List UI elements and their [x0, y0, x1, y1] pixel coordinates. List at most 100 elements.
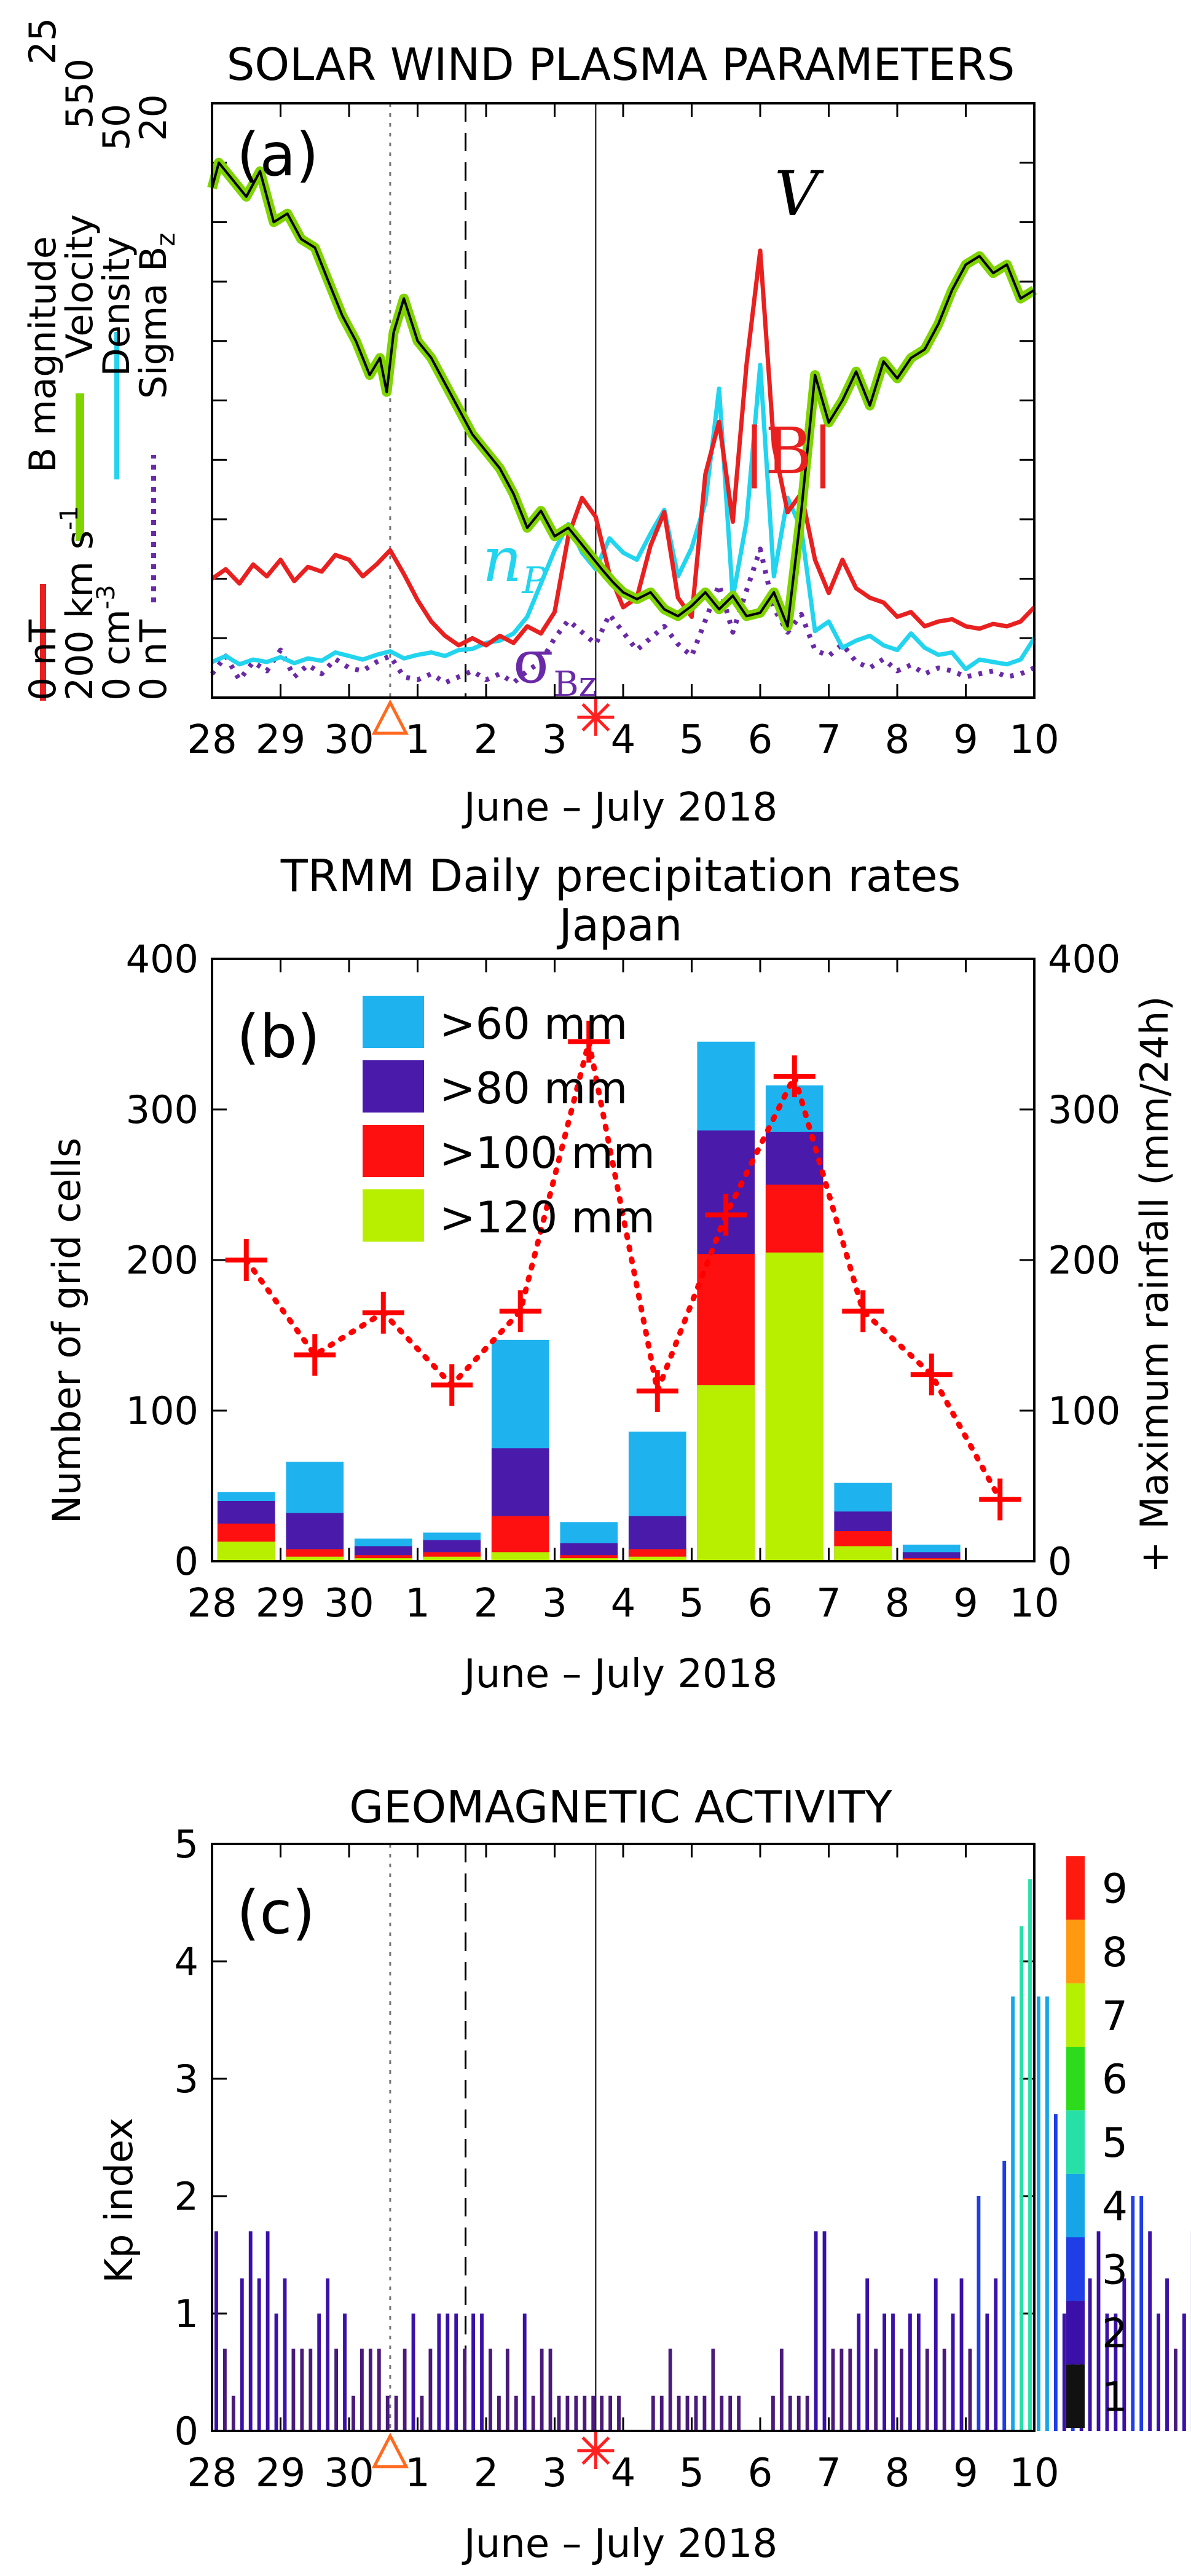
max-rainfall-point [910, 1353, 953, 1396]
panel-c-tick-label: 2 [474, 2451, 499, 2496]
panel-a-tick-label: 7 [816, 717, 841, 763]
series-line-velocity [211, 161, 1036, 628]
bar-gt120 [217, 1542, 275, 1561]
panel-b: TRMM Daily precipitation rates Japan Num… [44, 850, 1177, 1697]
panel-a-tick-label: 2 [474, 717, 499, 763]
star-marker-stroke [581, 2436, 610, 2465]
star-marker-stroke [581, 703, 610, 731]
label-density-top: 50 [95, 104, 138, 151]
panel-c-tag: (c) [237, 1878, 315, 1947]
panel-b-tick-label: 1 [405, 1581, 430, 1626]
panel-c-xlabel: June – July 2018 [462, 2521, 777, 2567]
panel-a-tick-label: 6 [748, 717, 773, 763]
panel-b-ytick-label-left: 200 [126, 1238, 198, 1283]
svg-text:nP: nP [482, 524, 548, 602]
bar-gt120 [354, 1558, 412, 1561]
label-density-sup: -3 [92, 585, 120, 609]
panel-a-plot-area [207, 102, 1037, 699]
star-marker [577, 2432, 615, 2469]
panel-b-ytick-label-right: 0 [1048, 1539, 1072, 1584]
max-rainfall-point [568, 1020, 610, 1063]
colorbar-label: 3 [1102, 2247, 1128, 2294]
label-velocity-bottom: 200 km s [58, 530, 101, 701]
legend-swatch-gt120 [363, 1189, 424, 1242]
label-density-line: Density [95, 236, 138, 376]
triangle-marker [371, 699, 409, 735]
panel-a-tick-label: 8 [885, 717, 910, 763]
bar-gt120 [765, 1252, 823, 1561]
panel-b-ytick-label-left: 400 [126, 937, 198, 982]
panel-c-tick-label: 10 [1009, 2451, 1059, 2496]
max-rainfall-point [431, 1364, 473, 1406]
panel-c-tick-label: 1 [405, 2451, 430, 2496]
panel-b-tick-label: 29 [256, 1581, 305, 1626]
colorbar-label: 1 [1102, 2373, 1128, 2420]
label-bmag-line: B magnitude [22, 236, 65, 473]
legend-swatch-gt100 [363, 1125, 424, 1177]
panel-c-plot-area: 0 1 2 3 4 5 [175, 1822, 1191, 2454]
triangle-marker [371, 2432, 409, 2468]
series-line-density [211, 363, 1036, 672]
panel-a: SOLAR WIND PLASMA PARAMETERS 0 nT B magn… [22, 18, 1059, 830]
legend-label-gt100: >100 mm [439, 1128, 655, 1178]
panel-b-tag: (b) [237, 1002, 320, 1071]
legend-label-gt60: >60 mm [439, 999, 627, 1049]
panel-b-tick-label: 7 [816, 1581, 841, 1626]
ylabel-density: 0 cm-3 Density 50 [92, 104, 138, 701]
panel-b-x-axis: 28 29 30 1 2 3 4 5 6 7 8 9 10 [187, 959, 1059, 1626]
panel-b-title: TRMM Daily precipitation rates [280, 850, 961, 902]
panel-a-tag: (a) [237, 120, 319, 189]
label-bmag-bottom: 0 nT [22, 620, 65, 701]
svg-text:σBz: σBz [513, 628, 597, 704]
annotation-bmag: |B| [744, 414, 834, 489]
panel-c-title: GEOMAGNETIC ACTIVITY [349, 1781, 893, 1833]
max-rainfall-point [499, 1290, 541, 1333]
panel-a-xlabel: June – July 2018 [462, 785, 777, 830]
colorbar-label: 5 [1102, 2119, 1128, 2167]
annotation-velocity: V [774, 158, 824, 230]
colorbar-label: 8 [1102, 1929, 1128, 1976]
ylabel-velocity: 200 km s-1 Velocity 550 [44, 58, 101, 701]
legend-swatch-gt80 [363, 1060, 424, 1113]
panel-a-tick-label: 10 [1009, 717, 1059, 763]
bar-gt120 [834, 1546, 892, 1561]
panel-b-subtitle: Japan [557, 899, 683, 951]
panel-c-tick-label: 3 [542, 2451, 567, 2496]
colorbar-label: 7 [1102, 1992, 1128, 2039]
panel-b-tick-label: 30 [324, 1581, 374, 1626]
max-rainfall-point [225, 1239, 267, 1281]
panel-a-tick-label: 4 [611, 717, 636, 763]
colorbar-segment [1066, 1920, 1085, 1983]
annotation-sigma: σ [513, 628, 554, 696]
panel-b-ylabel-right: + Maximum rainfall (mm/24h) [1132, 996, 1177, 1573]
panel-b-xlabel: June – July 2018 [462, 1652, 777, 1697]
colorbar-label: 6 [1102, 2056, 1128, 2103]
label-sigma-bottom: 0 nT [132, 620, 175, 701]
legend-label-gt80: >80 mm [439, 1063, 627, 1114]
panel-c-tick-label: 6 [748, 2451, 773, 2496]
panel-c-ylabel: Kp index [96, 2117, 141, 2283]
max-rainfall-line [243, 1041, 1003, 1503]
colorbar-label: 9 [1102, 1865, 1128, 1913]
colorbar-segment [1066, 2110, 1085, 2174]
colorbar-segment [1066, 2364, 1085, 2428]
panel-c-tick-label: 5 [679, 2451, 704, 2496]
max-rainfall-point [773, 1055, 816, 1098]
panel-b-plot-area: 0 0 100 100 200 200 300 300 400 400 [126, 937, 1121, 1584]
panel-c-tick-label: 28 [187, 2451, 237, 2496]
panel-b-ylabel-left: Number of grid cells [44, 1138, 89, 1524]
panel-c-tick-label: 4 [611, 2451, 636, 2496]
colorbar-segment [1066, 1856, 1085, 1920]
svg-text:200 km s-1 Velocity: 200 km s-1 Velocity 550 [44, 58, 101, 701]
colorbar-label: 2 [1102, 2310, 1128, 2357]
label-bmag-top: 25 [22, 18, 65, 65]
panel-b-ytick-label-left: 0 [175, 1539, 198, 1584]
panel-c-tick-label: 30 [324, 2451, 374, 2496]
panel-a-tick-label: 5 [679, 717, 704, 763]
max-rainfall-point [636, 1370, 678, 1412]
max-rainfall-point [979, 1478, 1021, 1521]
bar-gt120 [423, 1556, 481, 1561]
panel-c-ytick-label: 0 [175, 2409, 198, 2454]
max-rainfall-point [842, 1290, 884, 1333]
panel-b-tick-label: 6 [748, 1581, 773, 1626]
